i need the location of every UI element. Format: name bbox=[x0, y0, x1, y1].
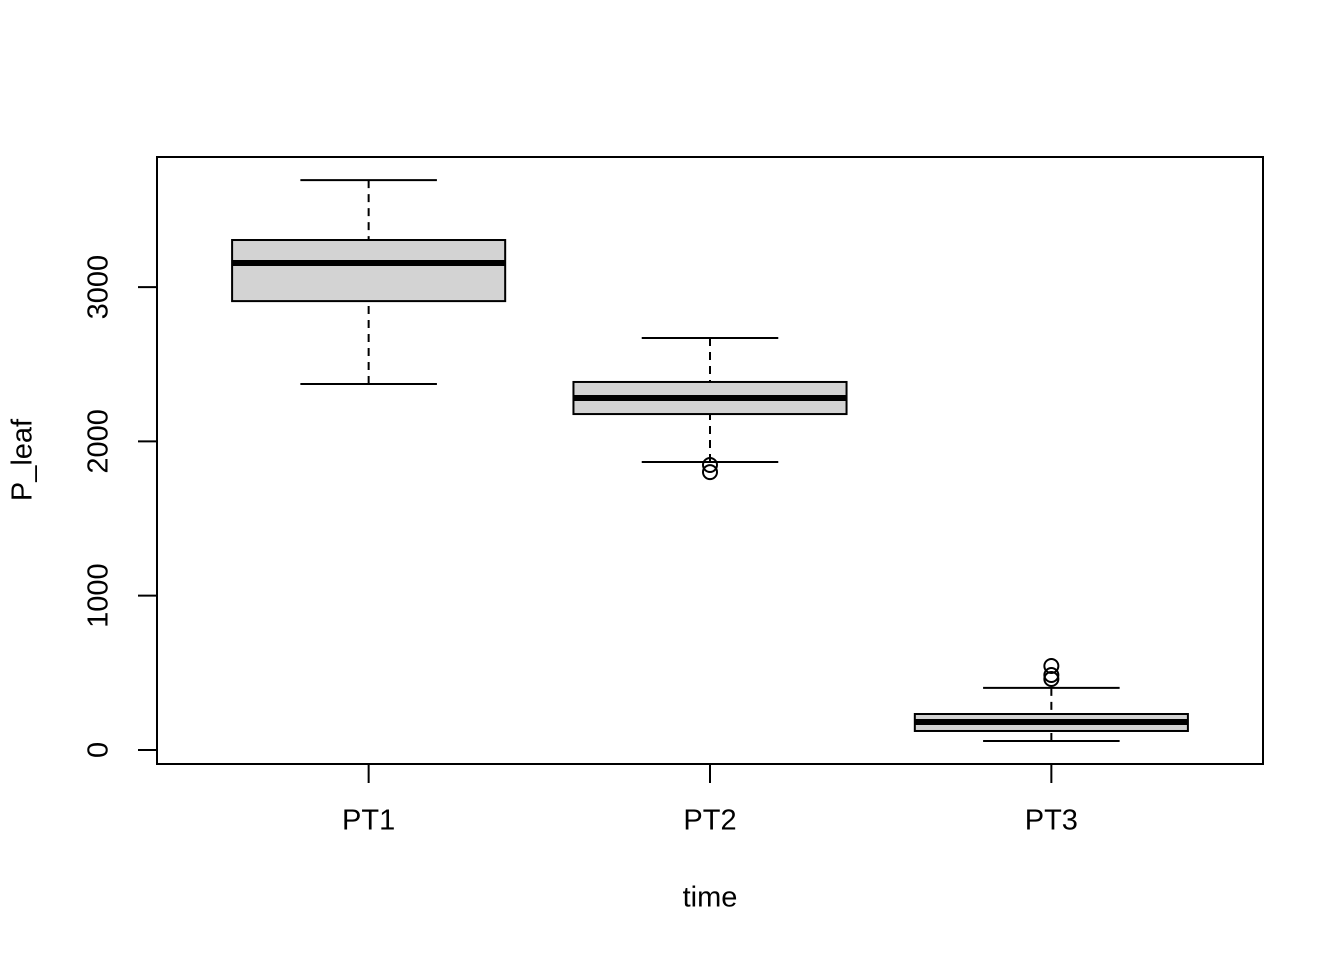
y-tick-label: 1000 bbox=[83, 563, 115, 628]
outlier bbox=[1043, 670, 1060, 687]
y-tick-label: 3000 bbox=[83, 255, 115, 320]
y-tick-label: 0 bbox=[83, 742, 115, 758]
x-tick-label: PT2 bbox=[683, 805, 736, 837]
outlier bbox=[702, 464, 718, 481]
x-axis-label: time bbox=[683, 882, 738, 914]
y-axis-label: P_leaf bbox=[7, 418, 39, 501]
outlier bbox=[1043, 658, 1060, 675]
outlier bbox=[1043, 666, 1060, 683]
outlier bbox=[702, 456, 718, 473]
x-tick-label: PT3 bbox=[1025, 805, 1078, 837]
box bbox=[231, 239, 507, 303]
y-tick-label: 2000 bbox=[83, 409, 115, 474]
x-tick-label: PT1 bbox=[342, 805, 395, 837]
